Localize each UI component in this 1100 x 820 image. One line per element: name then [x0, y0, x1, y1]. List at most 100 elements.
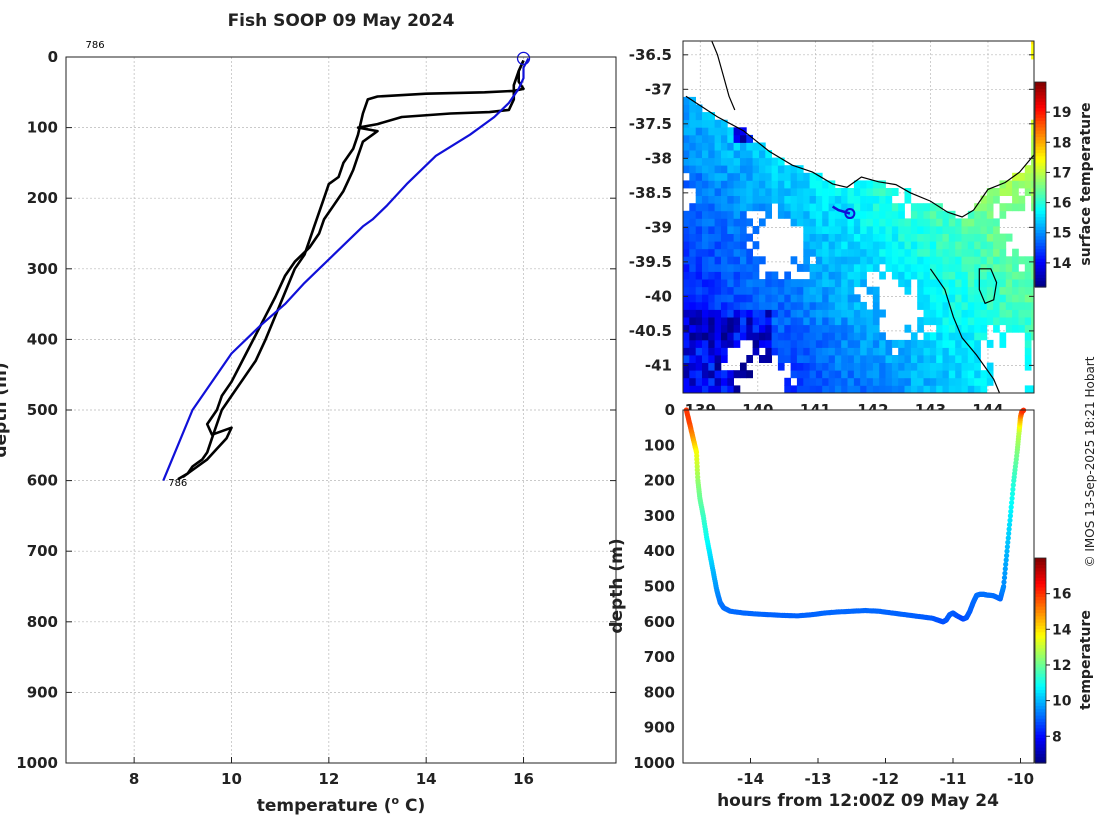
sst-cell	[993, 241, 1000, 250]
sst-cell	[689, 112, 696, 121]
sst-cell	[1024, 271, 1032, 280]
sst-cell	[784, 332, 791, 341]
sst-cell	[733, 172, 741, 181]
sst-colorbar-band	[1035, 104, 1046, 109]
sst-cell	[961, 385, 969, 393]
sst-cell	[885, 218, 893, 227]
profile-y-tick-label: 500	[27, 401, 58, 419]
sst-cell	[721, 301, 728, 310]
sst-colorbar-band	[1035, 229, 1046, 234]
sst-cell	[1031, 165, 1034, 174]
sst-cell	[803, 377, 810, 386]
sst-cell	[1024, 286, 1032, 295]
sst-cell	[999, 286, 1007, 295]
sst-cell	[923, 347, 931, 356]
sst-cell	[853, 188, 861, 196]
sst-cell	[746, 279, 753, 288]
sst-cell	[803, 210, 810, 219]
sst-cell	[727, 248, 734, 257]
sst-cell	[910, 362, 918, 371]
sst-cell	[721, 370, 728, 379]
sst-cell	[955, 347, 962, 356]
sst-cell	[740, 263, 747, 272]
sst-cell	[910, 241, 918, 250]
sst-cell	[847, 317, 855, 326]
sst-cell	[1005, 263, 1013, 272]
temp-colorbar-band	[1035, 586, 1046, 591]
sst-cell	[967, 385, 975, 393]
sst-colorbar-band	[1035, 187, 1046, 192]
sst-cell	[815, 301, 823, 310]
sst-cell	[803, 180, 810, 189]
sst-cell	[986, 271, 994, 280]
depth-time-point	[1006, 526, 1012, 532]
sst-cell	[683, 347, 690, 356]
sst-cell	[803, 324, 810, 333]
sst-cell	[714, 180, 722, 189]
sst-cell	[1012, 271, 1019, 280]
sst-cell	[708, 355, 715, 363]
sst-cell	[759, 195, 766, 204]
sst-cell	[986, 218, 994, 227]
sst-cell	[752, 332, 760, 341]
sst-cell	[721, 263, 728, 272]
sst-cell	[923, 294, 931, 303]
sst-cell	[860, 362, 867, 371]
sst-cell	[999, 210, 1007, 219]
sst-colorbar-band	[1035, 181, 1046, 186]
sst-cell	[879, 203, 886, 212]
sst-colorbar-band	[1035, 239, 1046, 243]
sst-cell	[917, 263, 924, 272]
sst-cell	[834, 203, 842, 212]
sst-cell	[714, 127, 722, 136]
sst-cell	[695, 355, 703, 363]
sst-cell	[929, 339, 937, 348]
sst-cell	[929, 332, 937, 341]
sst-cell	[993, 286, 1000, 295]
sst-cell	[967, 301, 975, 310]
sst-cell	[784, 165, 791, 174]
sst-cell	[942, 279, 950, 288]
sst-cell	[929, 248, 937, 257]
sst-cell	[714, 218, 722, 227]
sst-cell	[689, 248, 696, 257]
sst-cell	[929, 355, 937, 363]
sst-cell	[961, 294, 969, 303]
sst-cell	[790, 203, 798, 212]
profile-y-tick-label: 800	[27, 613, 58, 631]
sst-cell	[936, 301, 943, 310]
depth-time-point	[1001, 579, 1007, 585]
profile-y-tick-label: 900	[27, 683, 58, 701]
sst-cell	[961, 286, 969, 295]
sst-cell	[967, 317, 975, 326]
sst-cell	[923, 317, 931, 326]
depth-time-point	[1005, 535, 1011, 541]
sst-cell	[689, 317, 696, 326]
sst-cell	[771, 195, 779, 204]
sst-cell	[1031, 317, 1034, 326]
sst-cell	[714, 377, 722, 386]
sst-cell	[974, 263, 981, 272]
sst-cell	[980, 377, 988, 386]
sst-cell	[809, 377, 817, 386]
sst-cell	[834, 263, 842, 272]
sst-cell	[683, 309, 690, 318]
sst-cell	[689, 332, 696, 341]
sst-cell	[803, 218, 810, 227]
sst-cell	[796, 385, 804, 393]
sst-cell	[974, 256, 981, 265]
temp-colorbar-band	[1035, 631, 1046, 636]
sst-cell	[759, 188, 766, 196]
sst-cell	[1031, 188, 1034, 196]
sst-cell	[1024, 165, 1032, 174]
temp-colorbar-band	[1035, 731, 1046, 735]
sst-cell	[866, 226, 874, 234]
sst-cell	[714, 165, 722, 174]
sst-cell	[885, 241, 893, 250]
sst-cell	[942, 263, 950, 272]
temp-colorbar-band	[1035, 650, 1046, 655]
sst-cell	[790, 180, 798, 189]
sst-cell	[695, 142, 703, 151]
sst-cell	[796, 377, 804, 386]
